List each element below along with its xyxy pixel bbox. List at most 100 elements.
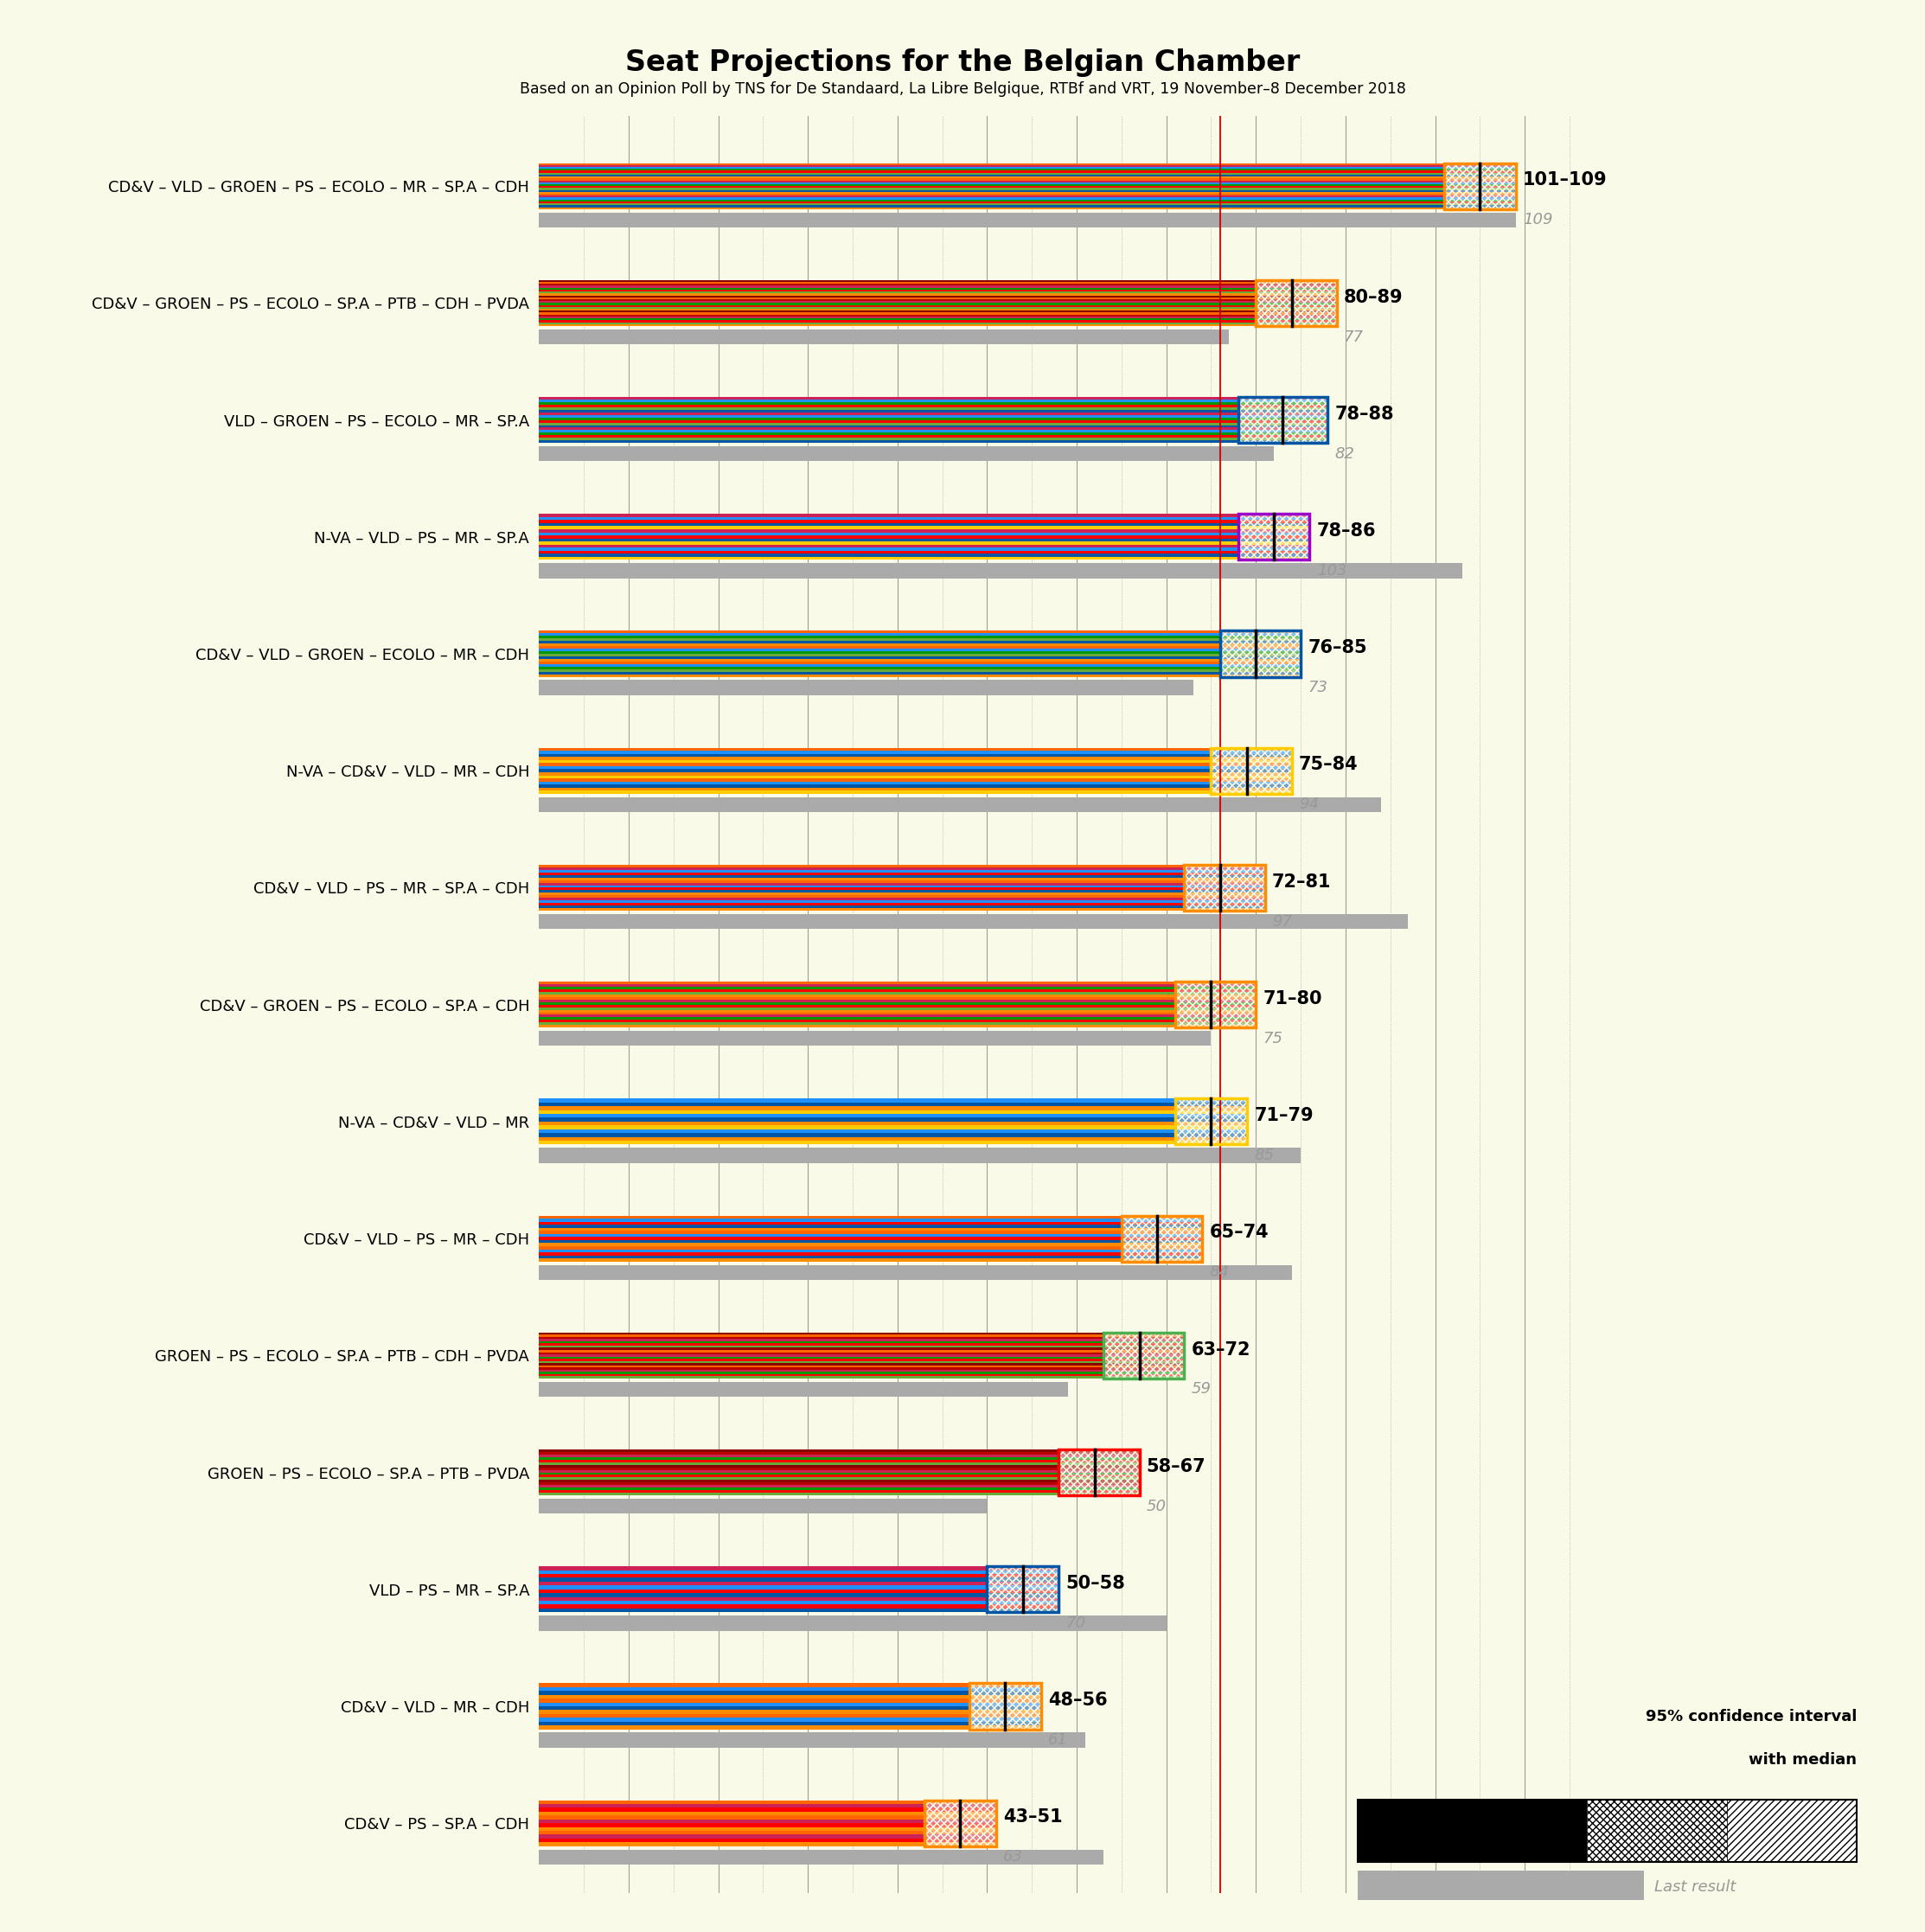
Bar (1184, 877, 1265, 881)
Bar (539, 213, 1515, 228)
Bar (1220, 638, 1301, 641)
Bar (539, 1370, 1103, 1372)
Bar (1220, 632, 1301, 676)
Bar (539, 1575, 988, 1578)
Bar (1220, 651, 1301, 653)
Bar (924, 1839, 995, 1843)
Bar (1184, 900, 1265, 902)
Bar (1176, 1099, 1247, 1144)
Bar (539, 1480, 1059, 1482)
Bar (539, 1710, 968, 1714)
Bar (1176, 1115, 1247, 1119)
Bar (539, 554, 1238, 556)
Bar (988, 1590, 1059, 1594)
Bar (1176, 1014, 1255, 1018)
Bar (1220, 653, 1301, 657)
Bar (1211, 784, 1292, 788)
Bar (1059, 1470, 1140, 1472)
Bar (539, 1463, 1059, 1464)
Bar (1103, 1356, 1184, 1358)
Bar (988, 1567, 1059, 1613)
Bar (539, 547, 1238, 551)
Bar (539, 1252, 1122, 1256)
Bar (988, 1578, 1059, 1582)
Bar (1184, 881, 1265, 883)
Bar (1211, 763, 1292, 767)
Bar (539, 895, 1184, 898)
Bar (1184, 866, 1265, 910)
Bar (539, 672, 1220, 674)
Bar (1184, 908, 1265, 910)
Bar (968, 1710, 1041, 1714)
Bar (539, 775, 1211, 779)
Bar (1357, 1799, 1586, 1862)
Bar (539, 1571, 988, 1575)
Bar (988, 1567, 1059, 1613)
Bar (1211, 759, 1292, 763)
Bar (924, 1832, 995, 1835)
Bar (968, 1683, 1041, 1729)
Bar (1176, 1020, 1255, 1022)
Bar (539, 1111, 1176, 1115)
Bar (1238, 431, 1328, 433)
Text: Seat Projections for the Belgian Chamber: Seat Projections for the Belgian Chamber (626, 48, 1299, 77)
Bar (1059, 1449, 1140, 1495)
Bar (539, 999, 1176, 1003)
Bar (539, 1470, 1059, 1472)
Bar (539, 1250, 1122, 1252)
Bar (1176, 981, 1255, 1028)
Bar (539, 1820, 924, 1824)
Bar (1103, 1354, 1184, 1356)
Bar (1211, 753, 1292, 757)
Bar (1122, 1252, 1201, 1256)
Bar (968, 1714, 1041, 1718)
Bar (539, 417, 1238, 419)
Bar (968, 1702, 1041, 1706)
Bar (539, 1356, 1103, 1358)
Bar (1176, 1107, 1247, 1111)
Bar (1059, 1486, 1140, 1488)
Bar (924, 1843, 995, 1847)
Bar (1444, 162, 1515, 209)
Bar (1103, 1333, 1184, 1378)
Bar (1184, 875, 1265, 877)
Bar (1103, 1339, 1184, 1341)
Bar (539, 788, 1211, 790)
Bar (539, 1354, 1103, 1356)
Text: 50: 50 (1147, 1499, 1167, 1515)
Bar (1255, 280, 1336, 327)
Bar (539, 983, 1176, 987)
Bar (1122, 1219, 1201, 1221)
Bar (1220, 636, 1301, 638)
Bar (1122, 1229, 1201, 1231)
Bar (988, 1567, 1059, 1613)
Bar (1176, 1099, 1247, 1103)
Bar (1059, 1449, 1140, 1495)
Bar (539, 1221, 1122, 1225)
Bar (1176, 999, 1255, 1003)
Bar (539, 875, 1184, 877)
Bar (1103, 1370, 1184, 1372)
Bar (539, 412, 1238, 415)
Bar (539, 1358, 1103, 1360)
Bar (539, 1235, 1122, 1236)
Bar (1176, 991, 1255, 995)
Bar (539, 763, 1211, 767)
Bar (539, 539, 1238, 541)
Bar (539, 908, 1184, 910)
Bar (539, 997, 1176, 999)
Bar (539, 1219, 1122, 1221)
Bar (1444, 162, 1515, 209)
Bar (1184, 873, 1265, 875)
Bar (1103, 1337, 1184, 1339)
Bar (1122, 1225, 1201, 1229)
Bar (988, 1586, 1059, 1590)
Bar (924, 1801, 995, 1847)
Bar (1059, 1457, 1140, 1461)
Bar (1176, 1099, 1247, 1144)
Bar (924, 1820, 995, 1824)
Bar (539, 873, 1184, 875)
Bar (539, 1578, 988, 1582)
Bar (1238, 400, 1328, 402)
Bar (1211, 748, 1292, 794)
